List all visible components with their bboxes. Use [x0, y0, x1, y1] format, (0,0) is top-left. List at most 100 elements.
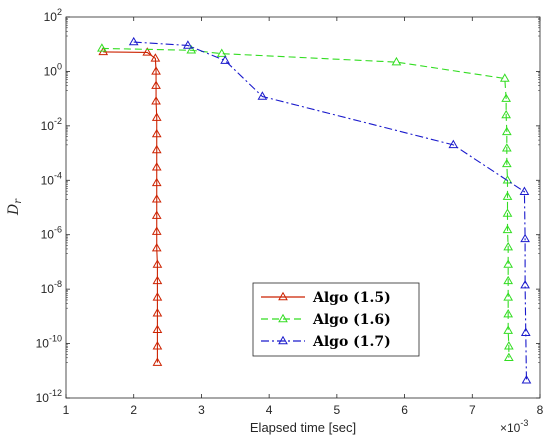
data-point-marker	[503, 325, 514, 334]
x-axis-multiplier-base: ×10	[500, 421, 521, 435]
data-point-marker	[521, 375, 532, 384]
x-tick-label: 8	[537, 403, 544, 417]
data-point-marker	[503, 292, 514, 301]
data-point-marker	[501, 143, 512, 152]
y-tick-exp: -8	[54, 279, 62, 289]
data-point-marker	[520, 327, 531, 336]
y-tick-label: 100	[44, 61, 62, 78]
data-point-marker	[97, 43, 107, 52]
plot-area-border	[65, 16, 541, 399]
data-point-marker	[216, 48, 227, 57]
legend-marker	[278, 335, 288, 345]
x-tick-label: 3	[198, 403, 205, 417]
x-tick-label: 6	[401, 403, 408, 417]
data-point-marker	[502, 224, 513, 234]
series-1	[98, 46, 163, 366]
series-line	[103, 51, 158, 363]
data-point-marker	[152, 259, 163, 268]
data-point-marker	[502, 191, 513, 200]
data-point-marker	[499, 73, 510, 82]
y-tick-label: 10-8	[41, 279, 62, 296]
legend-label: Algo (1.5)	[312, 290, 391, 306]
data-point-marker	[501, 126, 512, 136]
data-point-marker	[503, 275, 514, 285]
y-tick-exp: -10	[49, 334, 62, 344]
data-point-marker	[257, 91, 268, 100]
legend-marker	[278, 291, 288, 301]
y-tick-base: 10	[41, 119, 55, 133]
y-tick-base: 10	[44, 64, 58, 78]
y-tick-label: 10-2	[41, 116, 62, 133]
x-tick-label: 2	[130, 403, 137, 417]
legend-entry: Algo (1.7)	[261, 334, 391, 350]
y-tick-label: 10-10	[36, 334, 62, 351]
data-point-marker	[151, 194, 162, 203]
data-point-marker	[502, 208, 513, 217]
y-tick-exp: -4	[54, 170, 62, 180]
x-axis-label: Elapsed time [sec]	[250, 420, 356, 435]
data-point-marker	[150, 53, 161, 62]
y-axis-label-main: D	[6, 204, 22, 216]
legend-entry: Algo (1.5)	[261, 290, 391, 306]
y-tick-base: 10	[41, 173, 55, 187]
data-point-marker	[151, 162, 162, 171]
data-point-marker	[152, 275, 163, 285]
x-tick-label: 7	[469, 403, 476, 417]
y-tick-base: 10	[36, 337, 50, 351]
y-tick-exp: -2	[54, 116, 62, 126]
data-point-marker	[448, 139, 459, 149]
y-axis-label: Dr	[6, 198, 24, 216]
data-point-marker	[151, 128, 162, 138]
series-layer	[97, 36, 532, 384]
y-tick-label: 10-12	[36, 388, 62, 405]
data-point-marker	[151, 144, 162, 154]
data-point-marker	[183, 40, 193, 49]
legend-entry: Algo (1.6)	[261, 312, 391, 328]
data-point-marker	[151, 66, 161, 75]
x-ticks: 1 2 3 4 5 6 7 8	[63, 17, 544, 417]
data-point-marker	[142, 47, 153, 56]
data-point-marker	[501, 109, 511, 119]
data-point-marker	[501, 158, 512, 168]
x-tick-label: 1	[63, 403, 70, 417]
y-tick-exp: -12	[49, 388, 62, 398]
data-point-marker	[151, 80, 161, 89]
y-tick-label: 10-6	[41, 225, 62, 242]
y-tick-base: 10	[41, 282, 55, 296]
x-tick-label: 4	[266, 403, 273, 417]
y-tick-base: 10	[41, 228, 55, 242]
series-line	[133, 41, 528, 381]
data-point-marker	[220, 55, 230, 64]
legend: Algo (1.5) Algo (1.6) Algo (1.7)	[252, 282, 420, 357]
y-tick-base: 10	[44, 10, 58, 24]
y-tick-exp: -6	[54, 225, 62, 235]
data-point-marker	[501, 93, 511, 102]
legend-label: Algo (1.7)	[312, 334, 391, 350]
series-3	[128, 36, 532, 384]
data-point-marker	[503, 341, 514, 350]
legend-marker	[278, 313, 288, 323]
data-point-marker	[391, 56, 402, 66]
data-point-marker	[151, 112, 162, 121]
data-point-marker	[152, 341, 163, 350]
y-tick-label: 102	[44, 7, 62, 24]
x-axis-multiplier-exp: -3	[520, 418, 528, 428]
plot-frame	[65, 16, 541, 399]
data-point-marker	[503, 352, 514, 362]
data-point-marker	[152, 292, 163, 301]
y-tick-label: 10-4	[41, 170, 62, 187]
data-point-marker	[186, 45, 197, 54]
y-tick-exp: 0	[57, 61, 62, 71]
data-point-marker	[152, 357, 163, 366]
data-point-marker	[151, 96, 161, 105]
legend-label: Algo (1.6)	[312, 312, 391, 328]
data-point-marker	[503, 241, 514, 251]
data-point-marker	[503, 259, 514, 268]
y-tick-exp: 2	[57, 7, 62, 17]
y-tick-base: 10	[36, 391, 50, 405]
data-point-marker	[151, 242, 162, 252]
data-point-marker	[151, 226, 162, 235]
series-line	[101, 47, 510, 358]
